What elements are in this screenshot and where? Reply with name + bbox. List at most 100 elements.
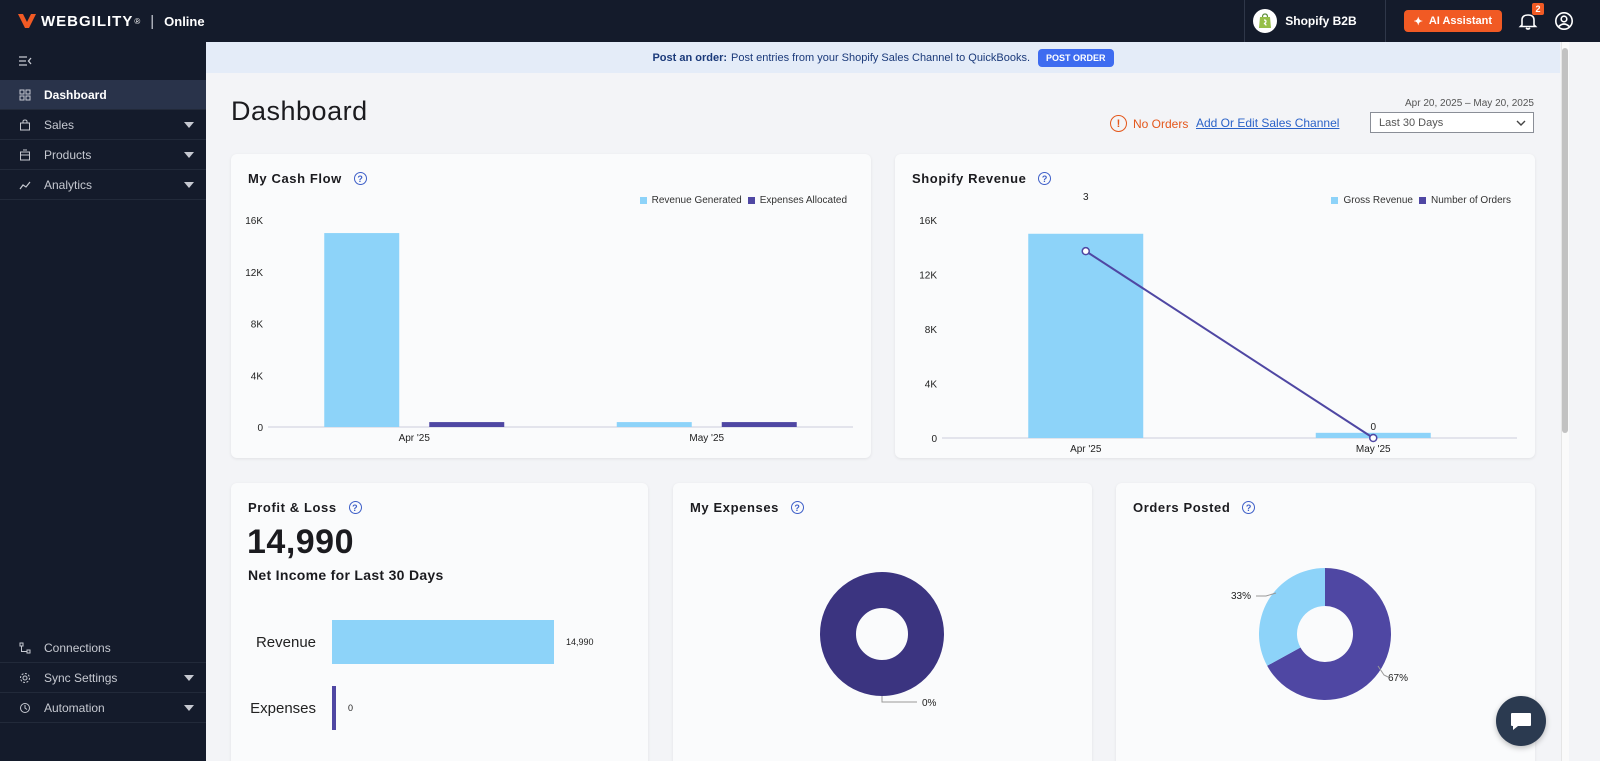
chart-bar bbox=[616, 422, 692, 427]
help-icon[interactable]: ? bbox=[1038, 172, 1052, 185]
menu-collapse-icon bbox=[19, 56, 32, 66]
chart-legend: Gross Revenue Number of Orders bbox=[1325, 195, 1511, 206]
slice-leader-line bbox=[1377, 665, 1389, 678]
chevron-down-icon bbox=[1516, 120, 1526, 126]
brand-logo[interactable]: WEBGILITY ® | Online bbox=[0, 13, 205, 30]
point-label: 0 bbox=[1370, 422, 1376, 433]
y-tick-label: 4K bbox=[925, 380, 938, 391]
brand-name: WEBGILITY bbox=[41, 12, 134, 30]
notifications-button[interactable]: 2 bbox=[1518, 3, 1544, 31]
help-icon[interactable]: ? bbox=[348, 501, 362, 514]
shopify-revenue-card: Shopify Revenue ? Gross Revenue Number o… bbox=[895, 154, 1535, 458]
slice-leader-line bbox=[881, 696, 917, 703]
sidebar-item-automation[interactable]: Automation bbox=[0, 693, 206, 723]
bar-value-label: 14,990 bbox=[566, 637, 594, 647]
line-point bbox=[1369, 433, 1378, 443]
date-range-select-value: Last 30 Days bbox=[1379, 116, 1444, 129]
sidebar-item-label: Sync Settings bbox=[44, 670, 118, 685]
cash-flow-card: My Cash Flow ? Revenue Generated Expense… bbox=[231, 154, 871, 458]
y-tick-label: 0 bbox=[257, 423, 263, 434]
chart-bar bbox=[721, 422, 797, 427]
sidebar-item-sync-settings[interactable]: Sync Settings bbox=[0, 663, 206, 693]
account-button[interactable] bbox=[1554, 11, 1574, 31]
y-tick-label: 4K bbox=[251, 371, 264, 382]
sidebar-item-connections[interactable]: Connections bbox=[0, 633, 206, 663]
sidebar-item-analytics[interactable]: Analytics bbox=[0, 170, 206, 200]
profit-loss-chart: Revenue 14,990 Expenses 0 bbox=[250, 620, 594, 730]
caret-down-icon bbox=[184, 152, 194, 158]
top-bar: WEBGILITY ® | Online Shopify B2B ✦ AI As… bbox=[0, 0, 1600, 42]
card-title: Profit & Loss bbox=[248, 500, 337, 515]
date-range-text: Apr 20, 2025 – May 20, 2025 bbox=[1405, 98, 1534, 109]
legend-swatch bbox=[1418, 197, 1426, 204]
post-order-button[interactable]: POST ORDER bbox=[1038, 48, 1114, 67]
date-range-select[interactable]: Last 30 Days bbox=[1370, 112, 1534, 133]
caret-down-icon bbox=[184, 122, 194, 128]
legend-label: Revenue Generated bbox=[651, 195, 742, 206]
chart-bar bbox=[429, 422, 505, 427]
registered-mark: ® bbox=[134, 16, 141, 26]
bar-category-label: Expenses bbox=[250, 700, 316, 717]
warning-icon: ! bbox=[1110, 115, 1127, 132]
slice-label: 33% bbox=[1231, 591, 1251, 602]
gear-icon bbox=[18, 671, 32, 685]
post-order-banner: Post an order: Post entries from your Sh… bbox=[206, 42, 1560, 73]
user-circle-icon bbox=[1555, 12, 1573, 30]
shopify-bag-icon bbox=[1253, 9, 1278, 33]
profit-loss-card: Profit & Loss ? 14,990 Net Income for La… bbox=[231, 483, 648, 761]
cash-flow-chart: 0 4K 8K 12K 16K Apr '25 May '25 bbox=[245, 216, 853, 444]
brand-env: Online bbox=[164, 13, 205, 29]
orders-posted-donut-chart: 67% 33% bbox=[1231, 568, 1408, 700]
help-icon[interactable]: ? bbox=[790, 501, 804, 514]
legend-swatch bbox=[747, 197, 755, 204]
legend-label: Expenses Allocated bbox=[759, 195, 847, 206]
slice-label: 0% bbox=[922, 698, 937, 709]
sidebar-item-label: Dashboard bbox=[44, 87, 107, 102]
legend-swatch bbox=[1331, 197, 1339, 204]
chat-support-button[interactable] bbox=[1496, 696, 1546, 746]
y-tick-label: 8K bbox=[251, 320, 264, 331]
legend-swatch bbox=[639, 197, 647, 204]
store-switcher[interactable]: Shopify B2B bbox=[1244, 0, 1386, 42]
chat-icon bbox=[1511, 713, 1531, 730]
no-orders-label: No Orders bbox=[1133, 116, 1189, 131]
ai-assistant-button[interactable]: ✦ AI Assistant bbox=[1403, 10, 1502, 32]
x-tick-label: Apr '25 bbox=[399, 433, 431, 444]
card-title: My Cash Flow bbox=[248, 171, 342, 186]
sidebar-item-dashboard[interactable]: Dashboard bbox=[0, 80, 206, 110]
y-tick-label: 12K bbox=[919, 271, 937, 282]
y-tick-label: 16K bbox=[919, 216, 937, 227]
ai-assistant-label: AI Assistant bbox=[1428, 15, 1492, 27]
point-label: 3 bbox=[1083, 192, 1089, 203]
help-icon[interactable]: ? bbox=[353, 172, 367, 185]
brand-separator: | bbox=[150, 12, 155, 30]
grid-icon bbox=[18, 88, 32, 102]
sidebar-item-sales[interactable]: Sales bbox=[0, 110, 206, 140]
net-income-value: 14,990 bbox=[247, 523, 354, 561]
sidebar-item-label: Sales bbox=[44, 117, 75, 132]
chart-legend: Revenue Generated Expenses Allocated bbox=[634, 195, 847, 206]
banner-text: Post entries from your Shopify Sales Cha… bbox=[731, 51, 1031, 64]
help-icon[interactable]: ? bbox=[1242, 501, 1256, 514]
donut-slice bbox=[820, 572, 944, 696]
sidebar-item-label: Products bbox=[44, 147, 92, 162]
sparkle-icon: ✦ bbox=[1413, 15, 1423, 28]
x-tick-label: May '25 bbox=[1356, 444, 1391, 455]
bar-value-label: 0 bbox=[348, 703, 353, 713]
line-point bbox=[1081, 246, 1090, 256]
sidebar-item-products[interactable]: Products bbox=[0, 140, 206, 170]
y-tick-label: 8K bbox=[925, 325, 938, 336]
sidebar-item-label: Automation bbox=[44, 700, 105, 715]
sidebar: Dashboard Sales Products Analytics Conne… bbox=[0, 42, 206, 761]
trend-icon bbox=[18, 178, 32, 192]
edit-sales-channel-link[interactable]: Add Or Edit Sales Channel bbox=[1196, 116, 1340, 130]
card-title: My Expenses bbox=[690, 500, 779, 515]
sidebar-collapse-button[interactable] bbox=[0, 42, 206, 80]
shopify-revenue-chart: 0 4K 8K 12K 16K Apr '25 May '25 3 0 bbox=[919, 192, 1517, 455]
bag-icon bbox=[18, 118, 32, 132]
y-tick-label: 0 bbox=[931, 434, 937, 445]
chart-bar bbox=[1028, 233, 1144, 438]
box-icon bbox=[18, 148, 32, 162]
store-name: Shopify B2B bbox=[1285, 14, 1357, 28]
scrollbar-thumb[interactable] bbox=[1562, 48, 1568, 433]
